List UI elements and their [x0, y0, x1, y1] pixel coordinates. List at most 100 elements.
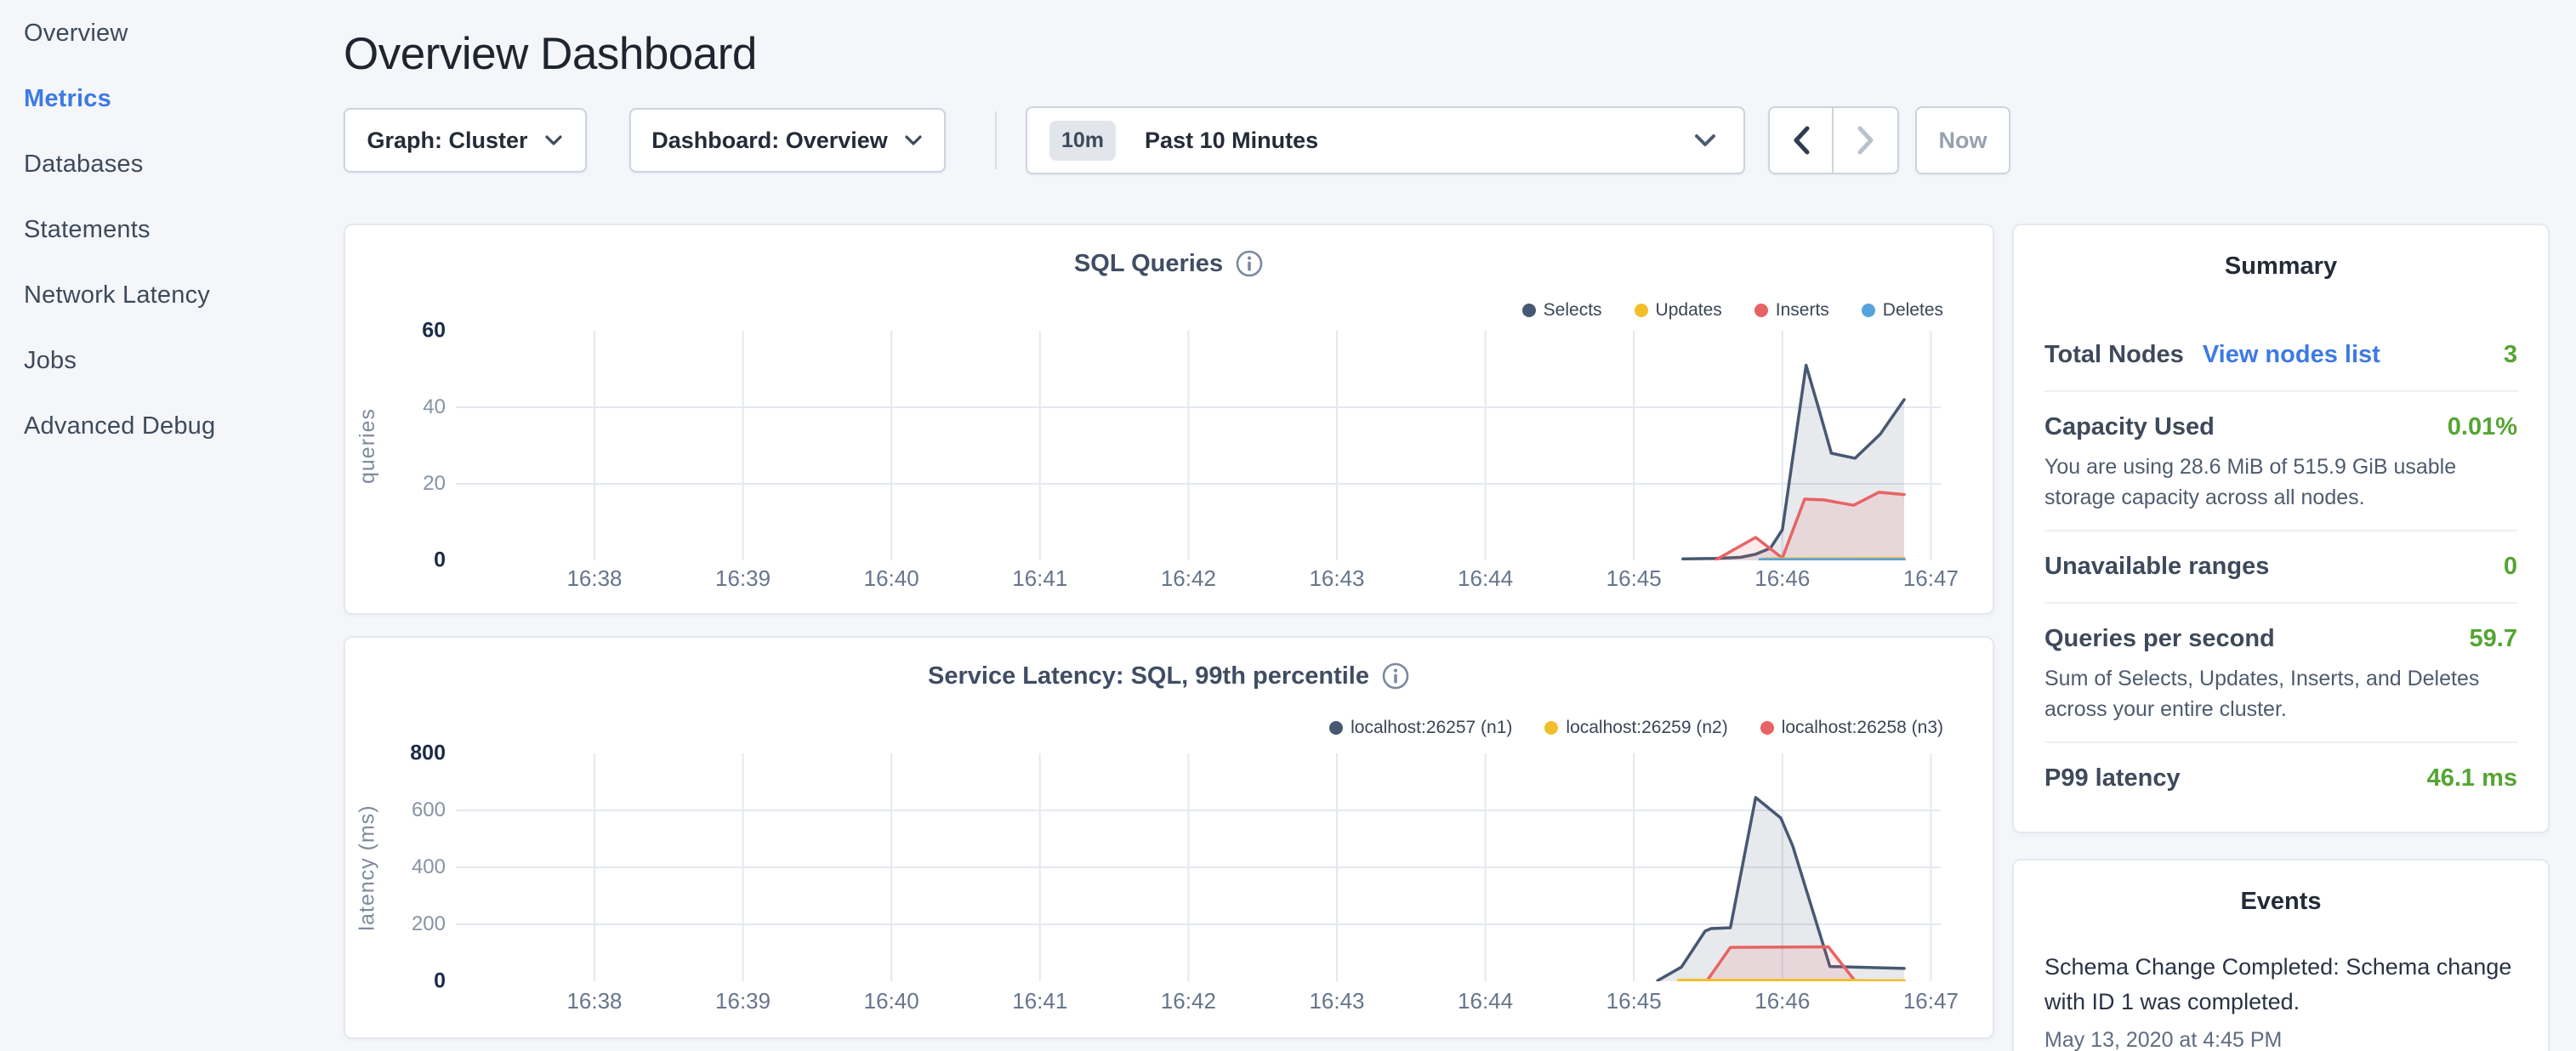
legend-item: Updates: [1634, 300, 1722, 321]
legend-dot-icon: [1760, 721, 1774, 735]
divider: [2044, 390, 2517, 392]
info-icon[interactable]: [1381, 662, 1410, 690]
x-axis-tick: 16:38: [566, 988, 623, 1014]
x-axis-tick: 16:41: [1012, 988, 1068, 1014]
summary-caption: You are using 28.6 MiB of 515.9 GiB usab…: [2044, 455, 2457, 509]
x-axis-tick: 16:44: [1458, 988, 1514, 1014]
y-axis-tick: 0: [434, 548, 446, 572]
x-axis-tick: 16:45: [1606, 988, 1662, 1014]
y-axis-tick: 200: [411, 912, 446, 935]
sidebar-item-statements[interactable]: Statements: [24, 216, 151, 243]
chevron-left-icon: [1794, 126, 1809, 155]
dashboard-dropdown[interactable]: Dashboard: Overview: [629, 108, 946, 173]
summary-panel: Summary Total Nodes View nodes list 3 Ca…: [2012, 224, 2550, 833]
x-axis-tick: 16:41: [1012, 565, 1068, 591]
y-axis-tick: 800: [410, 741, 446, 765]
chevron-right-icon: [1857, 126, 1873, 155]
summary-row-capacity-used: Capacity Used 0.01%: [2044, 392, 2517, 463]
y-axis-tick: 400: [411, 855, 446, 878]
info-icon[interactable]: [1235, 249, 1264, 278]
x-axis-tick: 16:39: [715, 988, 771, 1014]
x-axis-tick: 16:46: [1754, 988, 1811, 1014]
sidebar-item-metrics[interactable]: Metrics: [24, 85, 111, 112]
x-axis-tick: 16:47: [1902, 988, 1959, 1014]
service-latency-chart-card: Service Latency: SQL, 99th percentile lo…: [344, 636, 1994, 1039]
y-axis-tick: 40: [423, 395, 446, 418]
x-axis-tick: 16:47: [1902, 565, 1959, 591]
x-axis-tick: 16:40: [863, 988, 919, 1014]
chart-plot[interactable]: [456, 331, 1941, 562]
legend-dot-icon: [1544, 721, 1559, 735]
sidebar: Overview Metrics Databases Statements Ne…: [0, 0, 340, 1051]
event-timestamp: May 13, 2020 at 4:45 PM: [2044, 1028, 2283, 1051]
x-axis-tick: 16:40: [863, 565, 919, 591]
sidebar-item-overview[interactable]: Overview: [24, 20, 128, 47]
x-axis-tick: 16:45: [1606, 565, 1662, 591]
x-axis-tick: 16:39: [715, 565, 771, 591]
time-range-picker[interactable]: 10m Past 10 Minutes: [1026, 106, 1745, 174]
y-axis-label: queries: [355, 408, 379, 484]
chevron-down-icon: [903, 134, 924, 147]
legend-dot-icon: [1329, 721, 1344, 735]
graph-dropdown-label: Graph: Cluster: [367, 127, 528, 153]
summary-row-unavailable-ranges: Unavailable ranges 0: [2044, 531, 2517, 602]
sidebar-item-network-latency[interactable]: Network Latency: [24, 281, 210, 309]
x-axis-tick: 16:46: [1754, 565, 1811, 591]
time-stepper: [1768, 106, 1899, 174]
divider: [2044, 741, 2517, 743]
y-axis-tick: 600: [411, 798, 446, 821]
summary-label: Capacity Used: [2044, 413, 2215, 440]
chart-plot[interactable]: [456, 753, 1941, 983]
legend-item: localhost:26259 (n2): [1544, 718, 1728, 738]
next-time-button[interactable]: [1834, 108, 1897, 173]
graph-dropdown[interactable]: Graph: Cluster: [344, 108, 587, 173]
summary-row-queries-per-second: Queries per second 59.7: [2044, 604, 2517, 674]
y-axis-tick: 60: [422, 318, 446, 343]
summary-value: 0.01%: [2447, 413, 2517, 440]
sidebar-item-advanced-debug[interactable]: Advanced Debug: [24, 412, 216, 440]
summary-value: 59.7: [2469, 625, 2517, 652]
y-axis-label: latency (ms): [355, 804, 379, 931]
summary-row-p99-latency: P99 latency 46.1 ms: [2044, 743, 2517, 814]
now-button-label: Now: [1938, 127, 1987, 153]
view-nodes-list-link[interactable]: View nodes list: [2202, 341, 2380, 368]
now-button[interactable]: Now: [1915, 106, 2010, 174]
x-axis-tick: 16:43: [1309, 988, 1365, 1014]
summary-label: P99 latency: [2044, 764, 2181, 792]
events-title: Events: [2240, 888, 2322, 915]
sql-queries-chart-card: SQL Queries Selects Updates Inserts Deletes…: [344, 224, 1994, 615]
sidebar-item-jobs[interactable]: Jobs: [24, 347, 77, 374]
summary-label: Queries per second: [2044, 625, 2275, 652]
x-axis-tick: 16:42: [1160, 988, 1216, 1014]
legend-item: localhost:26257 (n1): [1329, 718, 1512, 738]
sidebar-item-databases[interactable]: Databases: [24, 151, 144, 178]
summary-label: Unavailable ranges: [2044, 553, 2270, 580]
page-title: Overview Dashboard: [344, 29, 757, 79]
events-panel: Events Schema Change Completed: Schema c…: [2012, 859, 2550, 1051]
summary-value: 3: [2503, 341, 2517, 368]
x-axis-tick: 16:44: [1458, 565, 1514, 591]
summary-value: 46.1 ms: [2426, 764, 2517, 792]
chart-title: Service Latency: SQL, 99th percentile: [928, 662, 1369, 690]
summary-caption: Sum of Selects, Updates, Inserts, and De…: [2044, 667, 2480, 721]
x-axis-tick: 16:38: [566, 565, 623, 591]
summary-label: Total Nodes: [2044, 341, 2184, 368]
divider: [2044, 602, 2517, 604]
legend-dot-icon: [1634, 304, 1648, 317]
event-message[interactable]: Schema Change Completed: Schema change w…: [2044, 954, 2512, 1015]
dashboard-dropdown-label: Dashboard: Overview: [651, 127, 888, 153]
controls-divider: [995, 111, 997, 169]
summary-value: 0: [2503, 553, 2517, 580]
summary-title: Summary: [2224, 253, 2338, 280]
legend-item: localhost:26258 (n3): [1760, 718, 1943, 738]
prev-time-button[interactable]: [1770, 108, 1834, 173]
x-axis-tick: 16:42: [1160, 565, 1216, 591]
chevron-down-icon: [543, 134, 564, 147]
controls-bar: Graph: Cluster Dashboard: Overview 10m P…: [344, 106, 2555, 174]
x-axis-tick: 16:43: [1309, 565, 1365, 591]
legend-item: Deletes: [1861, 300, 1943, 321]
legend-dot-icon: [1521, 304, 1536, 317]
legend-item: Inserts: [1754, 300, 1829, 321]
chart-legend: Selects Updates Inserts Deletes: [1521, 300, 1943, 321]
y-axis-tick: 0: [434, 969, 446, 993]
